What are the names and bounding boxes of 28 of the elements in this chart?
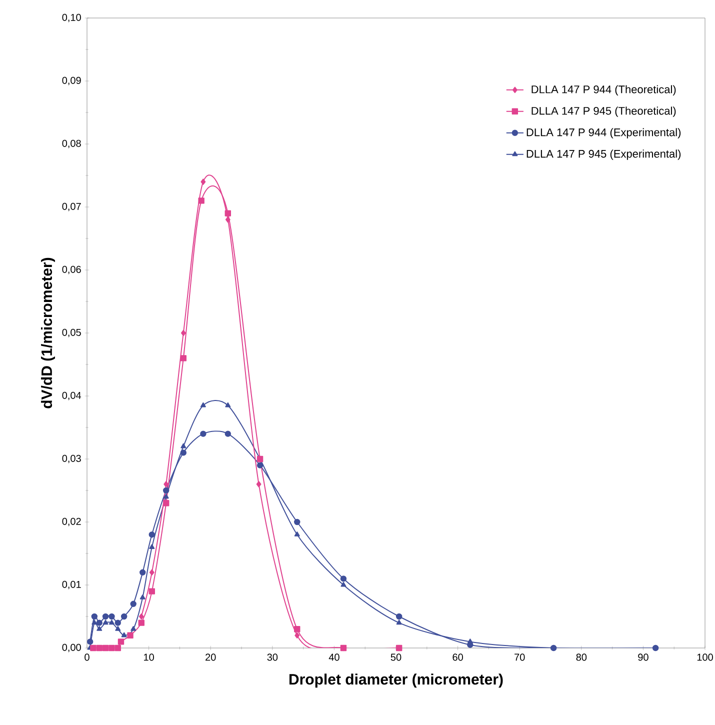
y-tick-label: 0,10 [62,14,81,22]
x-tick-label: 80 [576,654,587,661]
legend-label: DLLA 147 P 944 (Experimental) [526,128,681,138]
x-tick-label: 20 [206,654,216,661]
x-tick-label: 10 [144,654,154,661]
x-tick-label: 30 [267,654,278,661]
y-tick-label: 0,08 [62,140,81,148]
x-tick-label: 70 [514,654,525,661]
y-tick-label: 0,03 [62,454,81,464]
y-tick-label: 0,01 [62,580,81,590]
x-tick-label: 100 [697,654,713,661]
y-tick-label: 0,07 [62,202,81,212]
y-tick-label: 0,02 [62,518,81,526]
x-tick-label: 0 [84,654,90,661]
x-tick-label: 40 [328,654,340,661]
legend-label: DLLA 147 P 945 (Theoretical) [532,106,676,117]
y-tick-label: 0,05 [62,328,81,338]
y-tick-label: 0,06 [62,266,81,274]
y-tick-label: 0,04 [62,392,82,400]
y-axis-title: dV/dD (1/micrometer) [41,258,55,408]
x-axis-title: Droplet diameter (micrometer) [289,674,503,688]
legend-label: DLLA 147 P 945 (Experimental) [526,150,681,160]
y-tick-label: 0,00 [62,644,81,652]
x-tick-label: 50 [390,654,402,661]
y-tick-label: 0,09 [62,76,81,86]
legend-label: DLLA 147 P 944 (Theoretical) [532,85,676,96]
x-tick-label: 90 [638,654,648,661]
x-tick-label: 60 [452,654,463,661]
